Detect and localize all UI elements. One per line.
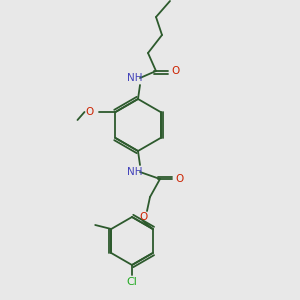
Text: O: O xyxy=(139,212,147,222)
Text: NH: NH xyxy=(127,73,143,83)
Text: O: O xyxy=(175,174,183,184)
Text: O: O xyxy=(171,66,179,76)
Text: NH: NH xyxy=(127,167,143,177)
Text: O: O xyxy=(85,107,94,117)
Text: Cl: Cl xyxy=(127,277,137,287)
